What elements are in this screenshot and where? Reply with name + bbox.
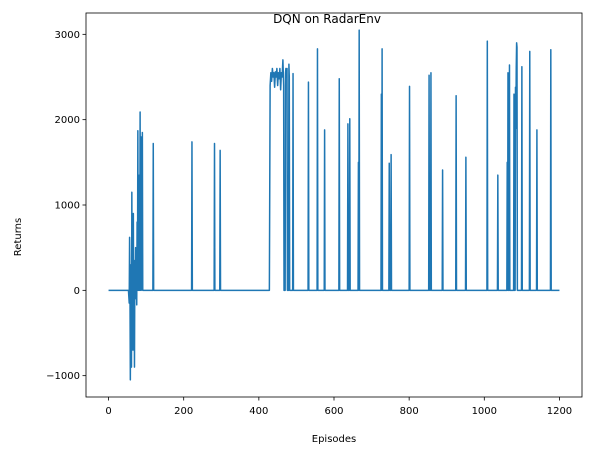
y-axis-label: Returns — [13, 218, 24, 256]
x-tick-label: 1200 — [547, 406, 572, 417]
plot-frame — [85, 12, 583, 398]
x-tick-label: 1000 — [472, 406, 497, 417]
chart-title: DQN on RadarEnv — [273, 12, 381, 26]
y-tick-label: 0 — [74, 286, 80, 297]
x-tick-label: 800 — [400, 406, 419, 417]
x-tick-label: 600 — [324, 406, 343, 417]
x-tick-label: 0 — [105, 406, 111, 417]
x-tick-label: 400 — [249, 406, 268, 417]
y-tick-label: 1000 — [55, 201, 80, 212]
x-axis-label: Episodes — [312, 434, 356, 445]
y-axis-ticks: −1000 0 1000 2000 3000 — [46, 30, 86, 382]
y-tick-label: 2000 — [55, 115, 80, 126]
y-tick-label: 3000 — [55, 30, 80, 41]
series-line-0 — [108, 29, 560, 381]
plot-content — [108, 29, 560, 381]
x-tick-label: 200 — [174, 406, 193, 417]
x-axis-ticks: 0 200 400 600 800 1000 1200 — [105, 397, 572, 417]
y-tick-label: −1000 — [46, 371, 80, 382]
